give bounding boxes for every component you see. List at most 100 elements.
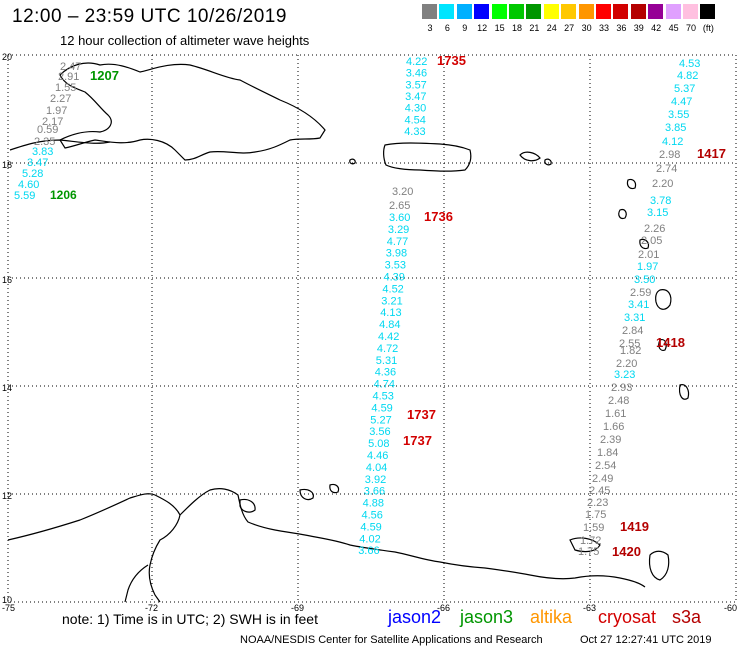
- time-label: 1207: [90, 68, 119, 83]
- swh-value: 4.88: [363, 498, 384, 510]
- swh-value: 2.45: [589, 485, 610, 497]
- scale-swatch: [613, 4, 629, 19]
- scale-label: 18: [511, 23, 522, 33]
- swh-value: 1.55: [55, 82, 76, 94]
- swh-value: 1.59: [583, 522, 604, 534]
- legend-jason3: jason3: [460, 607, 514, 627]
- swh-value: 4.33: [404, 126, 425, 138]
- swh-value: 1.72: [580, 535, 601, 547]
- scale-label: 27: [564, 23, 575, 33]
- swh-value: 2.20: [652, 178, 673, 190]
- swh-value: 4.72: [377, 343, 398, 355]
- legend-jason2: jason2: [388, 607, 442, 627]
- swh-value: 4.42: [378, 331, 399, 343]
- gridlines: [8, 55, 736, 602]
- swh-value: 5.59: [14, 190, 35, 202]
- swh-value: 2.26: [644, 223, 665, 235]
- swh-value: 2.54: [595, 460, 616, 472]
- swh-value: 3.29: [388, 224, 409, 236]
- swh-value: 2.23: [587, 497, 608, 509]
- swh-value: 2.39: [600, 434, 621, 446]
- swh-value: 3.92: [365, 474, 386, 486]
- swh-value: 3.66: [358, 545, 379, 557]
- scale-swatch: [630, 4, 646, 19]
- scale-swatch: [456, 4, 472, 19]
- lat-tick: 20: [2, 52, 13, 62]
- swh-value: 2.98: [659, 149, 680, 161]
- swh-value: 1.61: [605, 408, 626, 420]
- swh-value: 2.91: [58, 71, 79, 83]
- swh-value: 3.23: [614, 369, 635, 381]
- scale-swatch: [422, 4, 437, 19]
- page-subtitle: 12 hour collection of altimeter wave hei…: [60, 33, 310, 48]
- scale-swatch: [578, 4, 594, 19]
- scale-label: 24: [546, 23, 557, 33]
- lon-tick: -69: [291, 603, 305, 613]
- swh-value: 3.83: [32, 146, 53, 158]
- scale-label: 33: [598, 23, 609, 33]
- swh-value: 2.48: [608, 395, 629, 407]
- lon-tick: -75: [2, 603, 16, 613]
- swh-value: 1.75: [578, 546, 599, 558]
- scale-swatch: [665, 4, 681, 19]
- swh-value: 2.35: [34, 136, 55, 148]
- scale-label: 42: [651, 23, 662, 33]
- wave-height-tracks: 5.594.605.283.473.8312062.472.911.552.27…: [14, 53, 726, 559]
- swh-value: 2.27: [50, 93, 71, 105]
- scale-swatch: [543, 4, 559, 19]
- swh-value: 3.15: [647, 207, 668, 219]
- swh-value: 4.47: [671, 96, 692, 108]
- scale-label: 12: [477, 23, 488, 33]
- time-label: 1417: [697, 146, 726, 161]
- swh-value: 4.59: [360, 521, 381, 533]
- lat-tick: 18: [2, 160, 13, 170]
- coastlines: [7, 62, 690, 603]
- swh-value: 3.57: [405, 79, 426, 91]
- scale-swatch: [596, 4, 611, 19]
- swh-value: 4.59: [371, 402, 392, 414]
- time-label: 1418: [656, 335, 685, 350]
- scale-swatch: [509, 4, 524, 19]
- scale-swatch: [561, 4, 577, 19]
- lat-tick: 16: [2, 275, 13, 285]
- swh-value: 4.77: [387, 236, 408, 248]
- swh-value: 4.30: [405, 103, 426, 115]
- swh-value: 3.56: [369, 426, 390, 438]
- swh-value: 1.97: [637, 261, 658, 273]
- swh-value: 5.31: [376, 355, 397, 367]
- legend-cryosat: cryosat: [598, 607, 657, 627]
- time-label: 1206: [50, 188, 77, 202]
- swh-value: 4.46: [367, 450, 388, 462]
- scale-label: (ft): [702, 23, 714, 33]
- swh-value: 0.59: [37, 124, 58, 136]
- time-label: 1420: [612, 544, 641, 559]
- swh-value: 3.53: [385, 260, 406, 272]
- swh-value: 3.50: [634, 274, 655, 286]
- swh-value: 4.82: [677, 70, 698, 82]
- scale-label: 9: [462, 23, 468, 33]
- swh-value: 4.53: [373, 391, 394, 403]
- scale-swatch: [648, 4, 664, 19]
- swh-value: 1.97: [46, 105, 67, 117]
- swh-value: 3.46: [406, 68, 427, 80]
- footer-credit: NOAA/NESDIS Center for Satellite Applica…: [240, 634, 543, 646]
- swh-value: 3.78: [650, 195, 671, 207]
- scale-label: 30: [581, 23, 592, 33]
- swh-value: 2.55: [619, 338, 640, 350]
- swh-value: 3.85: [665, 122, 686, 134]
- swh-value: 2.17: [42, 116, 63, 128]
- swh-value: 4.84: [379, 319, 400, 331]
- swh-value: 5.37: [674, 83, 695, 95]
- scale-swatch: [683, 4, 698, 19]
- swh-value: 3.98: [386, 248, 407, 260]
- time-label: 1737: [407, 407, 436, 422]
- lat-tick: 14: [2, 383, 13, 393]
- swh-value: 1.82: [620, 345, 641, 357]
- swh-value: 2.49: [592, 473, 613, 485]
- swh-value: 3.66: [364, 486, 385, 498]
- swh-value: 4.60: [18, 179, 39, 191]
- swh-value: 2.59: [630, 287, 651, 299]
- swh-value: 4.53: [679, 58, 700, 70]
- footer-timestamp: Oct 27 12:27:41 UTC 2019: [580, 634, 712, 646]
